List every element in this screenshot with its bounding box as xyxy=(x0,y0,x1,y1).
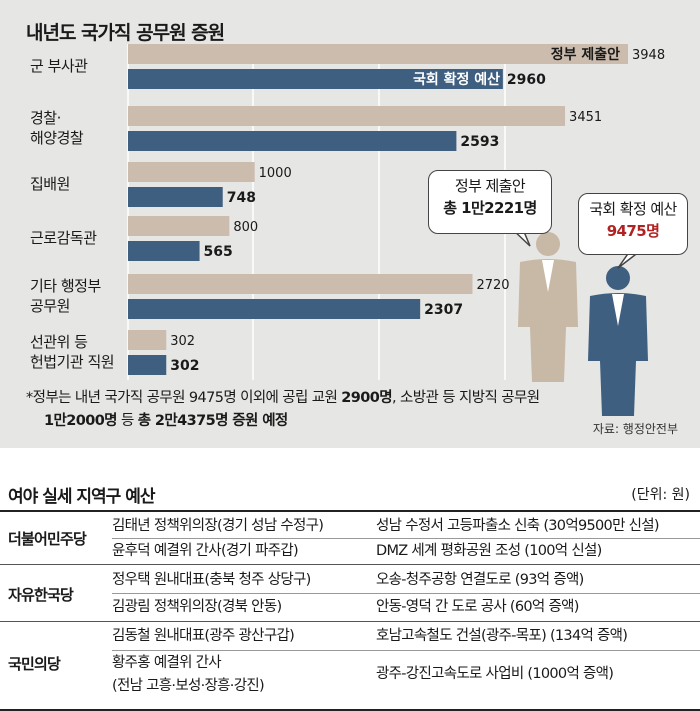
table-project: DMZ 세계 평화공원 조성 (100억 신설) xyxy=(376,543,602,559)
bar-value-label: 3948 xyxy=(632,48,665,63)
category-label-line: 공무원 xyxy=(30,297,70,315)
table-project: 광주-강진고속도로 사업비 (1000억 증액) xyxy=(376,666,614,682)
table-person: 김태년 정책위의장(경기 성남 수정구) xyxy=(112,518,324,534)
group-divider xyxy=(0,621,700,622)
bar-value-label: 1000 xyxy=(259,166,292,181)
category-label-line: 해양경찰 xyxy=(30,129,84,147)
chart-title: 내년도 국가직 공무원 증원 xyxy=(26,22,225,44)
table-person: 윤후덕 예결위 간사(경기 파주갑) xyxy=(112,543,299,559)
bar-assembly xyxy=(128,299,421,319)
category-label: 경찰· 해양경찰 xyxy=(30,108,84,148)
bar-government xyxy=(128,216,230,236)
footnote-line-2: 1만2000명 등 총 2만4375명 증원 예정 xyxy=(44,411,288,431)
category-label-line: 기타 행정부 xyxy=(30,277,101,295)
footnote-bold: 1만2000명 xyxy=(44,413,118,429)
bar-value-label: 800 xyxy=(233,220,258,235)
assembly-bubble-label: 국회 확정 예산 xyxy=(589,200,677,218)
bar-assembly xyxy=(128,241,200,261)
table-project: 호남고속철도 건설(광주-목포) (134억 증액) xyxy=(376,628,628,644)
bar-value-label: 2307 xyxy=(424,302,463,318)
legend-label: 국회 확정 예산 xyxy=(413,71,500,88)
bar-assembly xyxy=(128,355,167,375)
footnote-line-1: *정부는 내년 국가직 공무원 9475명 이외에 공립 교원 2900명, 소… xyxy=(26,388,540,408)
bar-assembly xyxy=(128,131,457,151)
bar-value-label: 3451 xyxy=(569,110,602,125)
assembly-bubble-value: 9475명 xyxy=(606,222,660,240)
footnote-text: , 소방관 등 지방직 공무원 xyxy=(392,390,540,406)
government-total-bubble: 정부 제출안 총 1만2221명 xyxy=(428,170,552,234)
bar-value-label: 748 xyxy=(227,190,256,206)
bar-government xyxy=(128,274,473,294)
table-project: 안동-영덕 간 도로 공사 (60억 증액) xyxy=(376,599,579,615)
bar-government xyxy=(128,330,167,350)
bar-assembly xyxy=(128,69,503,89)
footnote-text: *정부는 내년 국가직 공무원 9475명 이외에 공립 교원 xyxy=(26,390,342,406)
bar-value-label: 302 xyxy=(170,358,199,374)
category-label-line: 헌법기관 직원 xyxy=(30,353,115,371)
bar-value-label: 302 xyxy=(170,334,195,349)
category-label-line: 근로감독관 xyxy=(30,229,97,247)
footnote-text: 등 xyxy=(116,413,138,429)
table-person: 김광림 정책위의장(경북 안동) xyxy=(112,599,282,615)
category-label-line: 경찰· xyxy=(30,109,61,127)
table-project: 성남 수정서 고등파출소 신축 (30억9500만 신설) xyxy=(376,518,660,534)
legend-label: 정부 제출안 xyxy=(551,46,620,63)
person-figure-government xyxy=(518,232,578,382)
chart-panel: 3948 2960 3451 2593 1000 748 800 565 2720 2307 302… xyxy=(0,0,700,448)
chart-source: 자료: 행정안전부 xyxy=(592,422,678,436)
table-title: 여야 실세 지역구 예산 xyxy=(8,487,156,507)
table-person: 김동철 원내대표(광주 광산구갑) xyxy=(112,628,295,644)
footnote-bold: 총 2만4375명 증원 예정 xyxy=(137,413,289,429)
assembly-total-bubble: 국회 확정 예산 9475명 xyxy=(578,193,688,255)
bar-government xyxy=(128,44,628,64)
category-label: 근로감독관 xyxy=(30,228,97,248)
bar-value-label: 565 xyxy=(204,244,233,260)
table-project: 오송-청주공항 연결도로 (93억 증액) xyxy=(376,572,584,588)
category-label: 집배원 xyxy=(30,174,70,194)
category-label-line: 선관위 등 xyxy=(30,333,88,351)
row-divider xyxy=(112,593,700,594)
bar-value-label: 2593 xyxy=(460,134,499,150)
party-label: 국민의당 xyxy=(8,655,61,673)
row-divider xyxy=(112,538,700,539)
category-label-line: 군 부사관 xyxy=(30,57,88,75)
party-label: 자유한국당 xyxy=(8,586,74,604)
person-figure-assembly xyxy=(588,266,648,416)
table-unit: (단위: 원) xyxy=(631,487,690,503)
footnote-bold: 2900명 xyxy=(341,390,392,406)
category-label: 군 부사관 xyxy=(30,56,88,76)
category-label-line: 집배원 xyxy=(30,175,70,193)
party-label: 더불어민주당 xyxy=(8,530,87,548)
table-person: 정우택 원내대표(충북 청주 상당구) xyxy=(112,572,311,588)
table-top-rule xyxy=(0,510,700,512)
government-bubble-label: 정부 제출안 xyxy=(454,177,526,195)
bar-government xyxy=(128,162,255,182)
government-bubble-value: 총 1만2221명 xyxy=(443,199,537,217)
row-divider xyxy=(112,650,700,651)
bar-assembly xyxy=(128,187,223,207)
group-divider xyxy=(0,564,700,565)
table-person: 황주홍 예결위 간사 xyxy=(112,655,222,671)
bar-value-label: 2720 xyxy=(476,278,509,293)
table-person-region: (전남 고흥·보성·장흥·강진) xyxy=(112,678,265,694)
bar-value-label: 2960 xyxy=(507,72,546,88)
bar-government xyxy=(128,106,566,126)
table-bottom-rule xyxy=(0,709,700,711)
